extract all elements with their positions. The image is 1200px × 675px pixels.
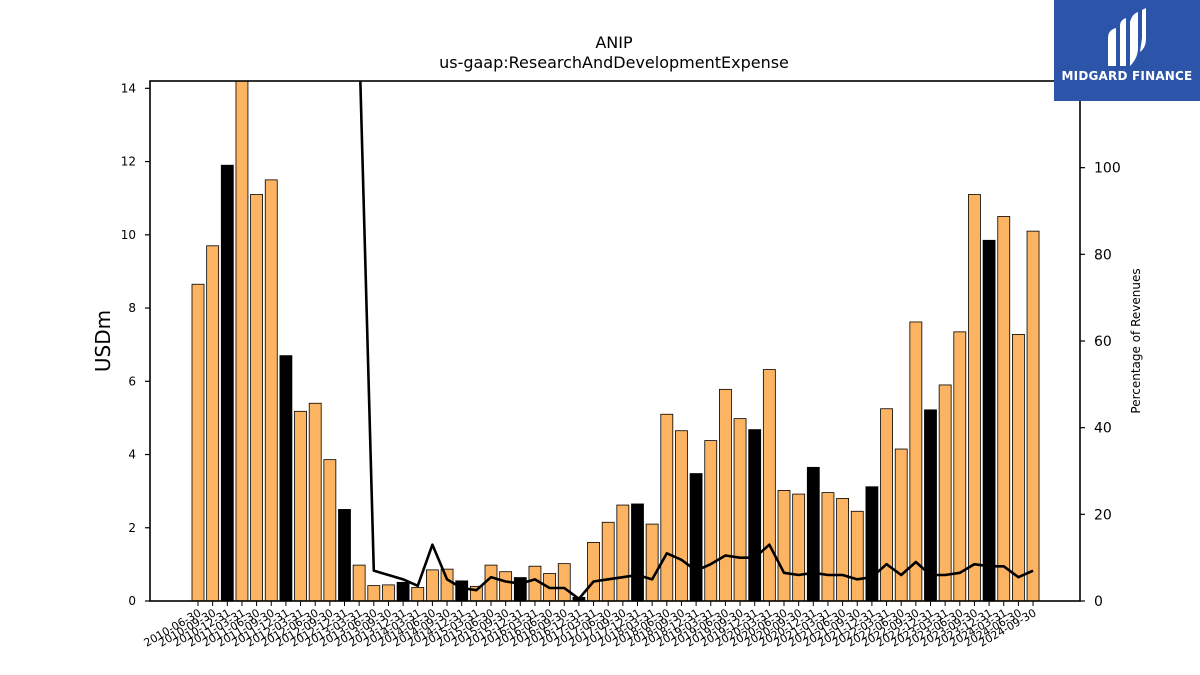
bar-2017-03-31 (587, 542, 600, 602)
pct-revenue-line (359, 81, 1034, 601)
ytick-label-4: 4 (128, 448, 136, 462)
ytick-label-14: 14 (121, 81, 136, 95)
bar-2020-03-31 (762, 369, 776, 602)
bar-2012-03-31 (294, 410, 307, 602)
bar-2023-06-30 (953, 331, 967, 602)
bar-2011-09-30 (264, 179, 278, 602)
chart-subtitle: us-gaap:ResearchAndDevelopmentExpense (439, 53, 789, 72)
bar-2011-03-31 (235, 80, 249, 602)
y2tick-label-60: 60 (1094, 334, 1112, 350)
bar-2014-12-31 (455, 580, 469, 602)
ytick-label-0: 0 (128, 594, 136, 608)
bar-2017-06-30 (601, 521, 615, 602)
bar-2011-12-31 (279, 355, 293, 602)
bar-2013-09-30 (382, 584, 395, 602)
bar-2012-12-31 (338, 509, 351, 602)
bar-2010-12-31 (220, 164, 234, 602)
bar-2021-03-31 (821, 492, 835, 602)
bar-2023-03-31 (938, 384, 952, 602)
bar-2023-12-31 (982, 239, 996, 602)
bar-2016-09-30 (557, 563, 571, 602)
logo-mark-icon (1108, 8, 1146, 66)
bar-2014-06-30 (425, 569, 439, 602)
brand-name: MIDGARD FINANCE (1061, 69, 1193, 83)
bar-2017-09-30 (616, 504, 630, 602)
bar-2010-06-30 (191, 283, 205, 602)
bar-2024-06-30 (1012, 334, 1025, 602)
bar-2018-12-31 (689, 473, 703, 602)
ytick-label-6: 6 (128, 374, 136, 388)
y2-axis-label: Percentage of Revenues (1129, 268, 1143, 413)
bar-2013-03-31 (352, 564, 366, 602)
bar-2020-09-30 (792, 493, 806, 602)
bar-2018-09-30 (675, 430, 688, 602)
ytick-label-2: 2 (128, 521, 136, 535)
bar-2020-12-31 (806, 466, 820, 602)
bar-2014-09-30 (440, 568, 454, 602)
y2tick-label-100: 100 (1094, 161, 1121, 177)
bar-2021-06-30 (836, 498, 849, 602)
y2tick-label-40: 40 (1094, 421, 1112, 437)
bar-2021-09-30 (850, 510, 864, 602)
bar-2019-03-31 (704, 440, 718, 602)
ytick-label-12: 12 (121, 155, 136, 169)
bar-2022-06-30 (894, 448, 908, 602)
bar-2018-06-30 (660, 413, 674, 602)
bar-2015-06-30 (484, 564, 498, 602)
bar-2012-09-30 (323, 459, 337, 602)
bar-2016-03-31 (528, 565, 542, 602)
bar-2010-09-30 (206, 245, 220, 602)
ytick-label-8: 8 (128, 301, 136, 315)
bar-2021-12-31 (865, 486, 879, 602)
chart-title: ANIP (595, 33, 633, 52)
bar-2014-03-31 (411, 587, 425, 602)
bar-2017-12-31 (631, 503, 644, 602)
bar-2020-06-30 (777, 490, 791, 602)
bar-2015-09-30 (499, 571, 513, 602)
bar-2019-06-30 (719, 388, 732, 602)
brand-logo: MIDGARD FINANCE (1054, 0, 1200, 101)
y-axis-label: USDm (91, 310, 115, 372)
bar-2019-12-31 (748, 429, 762, 602)
y2tick-label-20: 20 (1094, 507, 1112, 523)
bar-2024-03-31 (997, 216, 1011, 602)
bar-2022-09-30 (909, 321, 923, 602)
bar-2013-06-30 (367, 585, 381, 602)
ytick-label-10: 10 (121, 228, 136, 242)
bar-2018-03-31 (645, 523, 659, 602)
bar-2012-06-30 (308, 402, 322, 602)
bar-2019-09-30 (733, 418, 747, 602)
bar-2011-06-30 (250, 194, 264, 602)
y2tick-label-80: 80 (1094, 247, 1112, 263)
bar-2022-03-31 (880, 408, 893, 602)
bar-2024-09-30 (1026, 230, 1040, 602)
y2tick-label-0: 0 (1094, 594, 1103, 610)
bar-2013-12-31 (396, 581, 410, 602)
bar-2023-09-30 (968, 194, 981, 602)
